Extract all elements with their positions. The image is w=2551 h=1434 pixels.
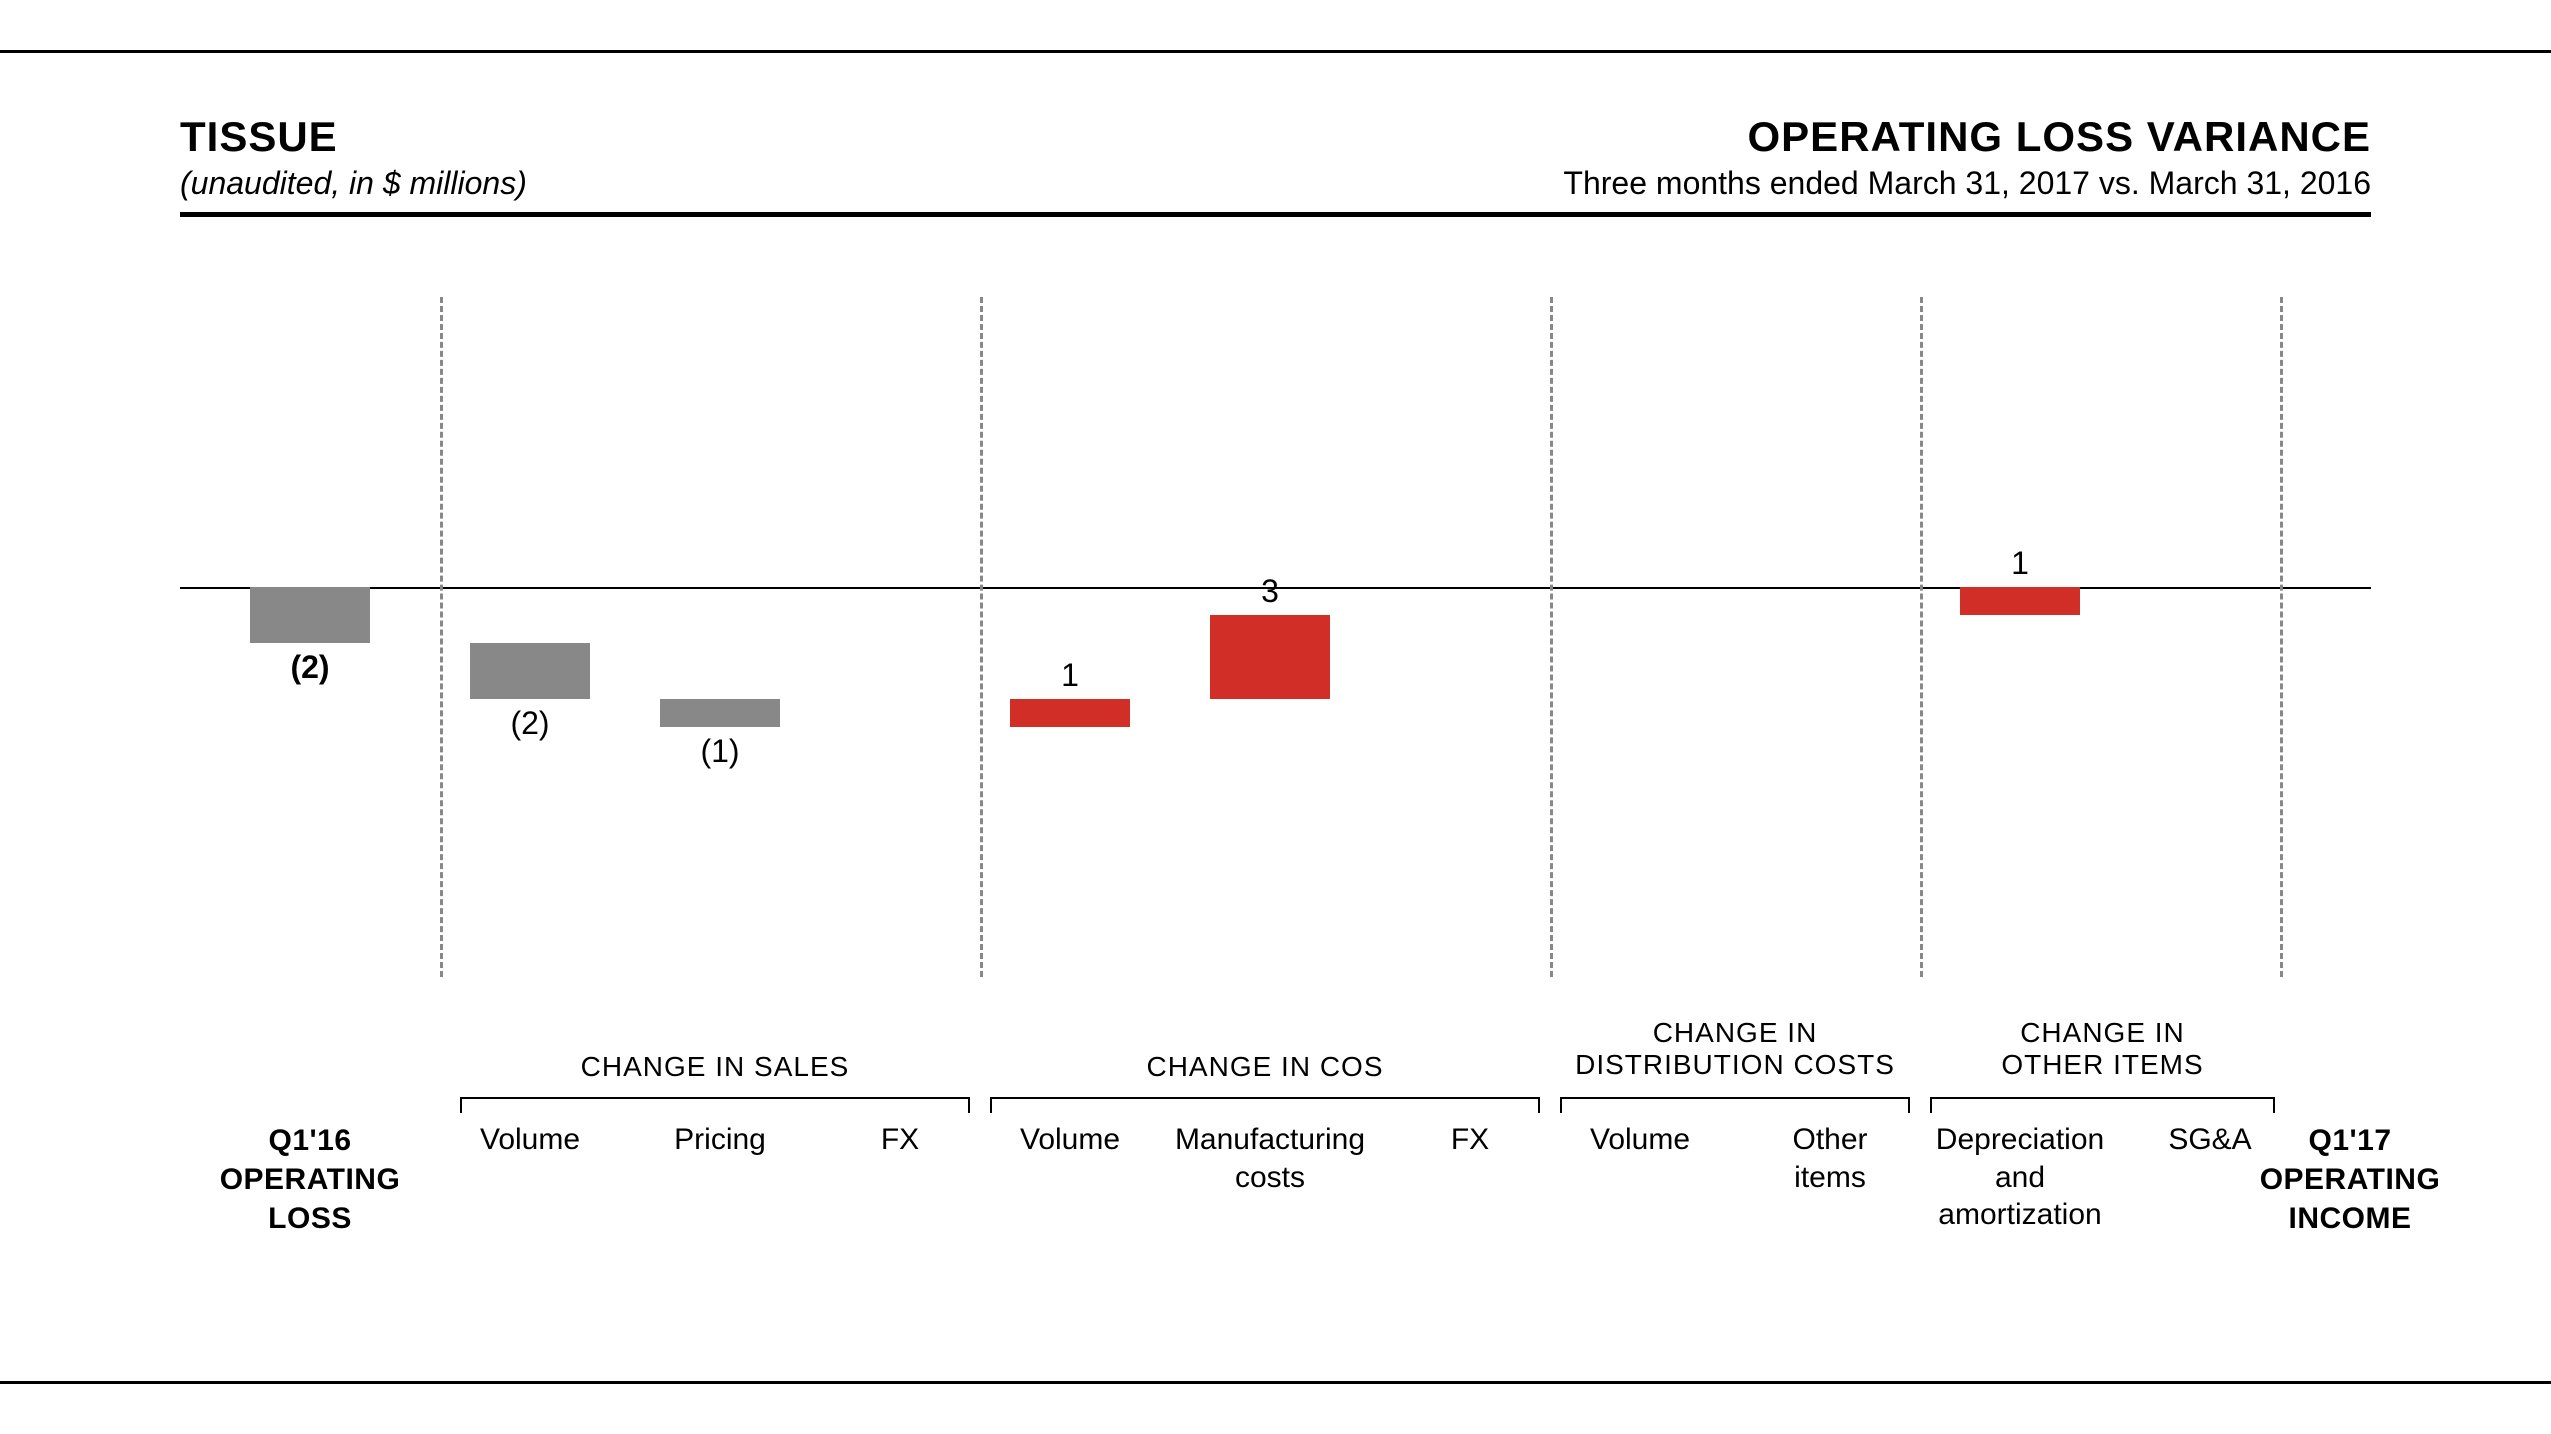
divider-0 — [440, 297, 443, 977]
bar-label-q116: (2) — [250, 649, 370, 686]
category-label-4: Manufacturing costs — [1175, 1121, 1365, 1196]
category-label-8: Depreciation and amortization — [1936, 1121, 2104, 1234]
waterfall-chart: (2) (2) (1) 1 3 1 — [180, 297, 2371, 977]
bar-label-cos-volume: 1 — [1010, 657, 1130, 694]
bar-cos-volume — [1010, 699, 1130, 727]
category-label-5: FX — [1451, 1121, 1489, 1159]
category-label-7: Other items — [1792, 1121, 1867, 1196]
category-label-2: FX — [881, 1121, 919, 1159]
bar-cos-mfg — [1210, 615, 1330, 699]
divider-1 — [980, 297, 983, 977]
outer-frame: TISSUE (unaudited, in $ millions) OPERAT… — [0, 50, 2551, 1384]
bar-label-sales-pricing: (1) — [660, 733, 780, 770]
bar-label-other-da: 1 — [1960, 545, 2080, 582]
end-label-0: Q1'16 OPERATING LOSS — [220, 1121, 401, 1238]
header-right: OPERATING LOSS VARIANCE Three months end… — [1563, 113, 2371, 202]
group-bracket-other — [1930, 1097, 2275, 1113]
bar-label-sales-volume: (2) — [470, 705, 590, 742]
category-label-0: Volume — [480, 1121, 580, 1159]
divider-2 — [1550, 297, 1553, 977]
title-left: TISSUE — [180, 113, 527, 161]
end-label-1: Q1'17 OPERATING INCOME — [2260, 1121, 2441, 1238]
divider-3 — [1920, 297, 1923, 977]
group-title-dist: CHANGE IN DISTRIBUTION COSTS — [1575, 1017, 1895, 1081]
chart-header: TISSUE (unaudited, in $ millions) OPERAT… — [180, 113, 2371, 217]
bar-label-cos-mfg: 3 — [1210, 573, 1330, 610]
category-label-6: Volume — [1590, 1121, 1690, 1159]
title-right: OPERATING LOSS VARIANCE — [1563, 113, 2371, 161]
group-bracket-cos — [990, 1097, 1540, 1113]
group-bracket-sales — [460, 1097, 970, 1113]
subtitle-left: (unaudited, in $ millions) — [180, 165, 527, 202]
bar-other-da — [1960, 587, 2080, 615]
group-title-other: CHANGE IN OTHER ITEMS — [2001, 1017, 2203, 1081]
divider-4 — [2280, 297, 2283, 977]
category-label-1: Pricing — [674, 1121, 766, 1159]
content-area: TISSUE (unaudited, in $ millions) OPERAT… — [180, 113, 2371, 1321]
subtitle-right: Three months ended March 31, 2017 vs. Ma… — [1563, 165, 2371, 202]
group-title-sales: CHANGE IN SALES — [581, 1051, 850, 1083]
bar-sales-volume — [470, 643, 590, 699]
header-left: TISSUE (unaudited, in $ millions) — [180, 113, 527, 202]
bar-sales-pricing — [660, 699, 780, 727]
category-label-3: Volume — [1020, 1121, 1120, 1159]
bar-q116 — [250, 587, 370, 643]
category-label-9: SG&A — [2168, 1121, 2251, 1159]
group-bracket-dist — [1560, 1097, 1910, 1113]
group-title-cos: CHANGE IN COS — [1146, 1051, 1383, 1083]
